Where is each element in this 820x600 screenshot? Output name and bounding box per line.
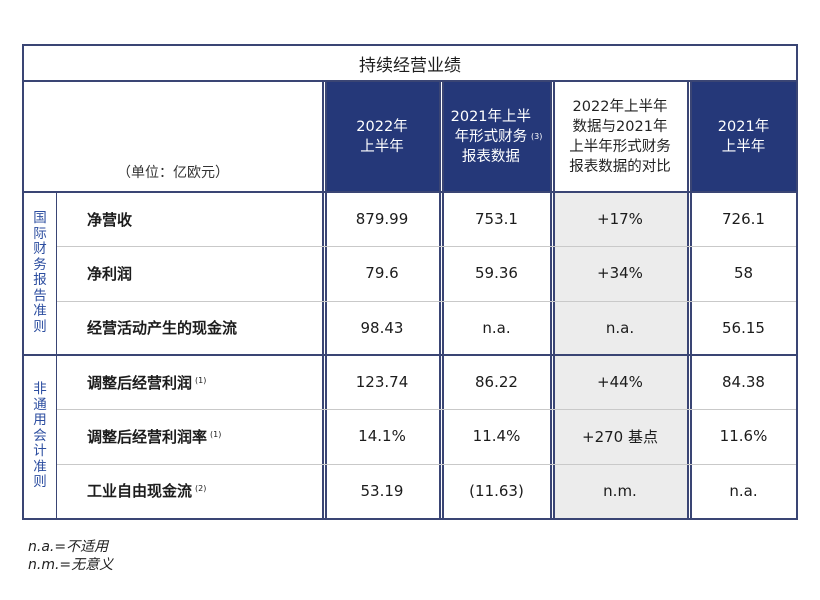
footnote-ref: (1) [210,429,222,439]
group-label: 国际财务报告准则 [24,192,57,355]
column-header: 2021年上半 年形式财务 报表数据 (3) [443,82,550,192]
footnote-ref: (1) [195,375,207,385]
table-cell: 726.1 [722,210,765,229]
column-header: 2022年 上半年 [325,82,439,192]
footnote-na: n.a.=不适用 [28,539,109,555]
row-divider [57,409,796,411]
row-label: 工业自由现金流 (2) [57,464,322,518]
row-label-text: 净利润 [87,264,133,283]
column-divider [687,82,689,518]
group-name: 非通用会计准则 [33,381,47,491]
table-cell: 58 [733,264,754,283]
column-divider [690,82,692,518]
column-divider [442,82,444,518]
table-cell: 14.1% [358,427,406,446]
unit-label: （单位：亿欧元） [117,165,229,181]
column-header-label: 2021年上半 年形式财务 报表数据 [450,109,532,165]
column-header: 2021年 上半年 [691,82,796,192]
column-header-label: 2022年 上半年 [356,119,408,155]
table-cell: +34% [597,264,643,283]
table-cell: 879.99 [355,210,409,229]
column-header: 2022年上半年 数据与2021年 上半年形式财务 报表数据的对比 [553,82,687,192]
table-cell: 56.15 [722,318,765,337]
group-label: 非通用会计准则 [24,354,57,518]
row-label-text: 调整后经营利润率 [87,427,208,446]
table-cell: 11.4% [472,427,521,446]
table-cell: 86.22 [475,373,518,392]
table-cell: +270 基点 [582,427,658,446]
table-cell: 753.1 [475,210,518,229]
table-cell: +17% [597,210,643,229]
table-cell: +44% [597,373,643,392]
table-cell: 84.38 [722,373,765,392]
row-label: 净营收 [57,192,322,246]
row-label-text: 工业自由现金流 [87,482,193,501]
row-label: 经营活动产生的现金流 [57,301,322,355]
column-divider [550,82,552,518]
table-cell: 79.6 [365,264,399,283]
table-cell: n.a. [605,318,635,337]
footnote-ref: (2) [195,484,207,494]
header-divider [24,191,796,193]
row-label-text: 净营收 [87,210,133,229]
row-label: 调整后经营利润 (1) [57,355,322,409]
table-title: 持续经营业绩 [24,46,796,82]
table-cell: 11.6% [719,427,768,446]
table-cell: n.m. [603,481,637,500]
column-header-label: 2022年上半年 数据与2021年 上半年形式财务 报表数据的对比 [569,99,671,175]
column-header-label: 2021年 上半年 [717,119,770,155]
group-name: 国际财务报告准则 [33,210,47,335]
footnote-ref: (3) [531,132,543,141]
row-divider [57,246,796,248]
row-label-text: 调整后经营利润 [87,373,193,392]
row-label-text: 经营活动产生的现金流 [87,319,238,338]
table-cell: n.a. [482,318,511,337]
table-cell: 123.74 [355,373,409,392]
footnotes: n.a.=不适用 n.m.=无意义 [28,538,113,574]
table-cell: n.a. [729,481,758,500]
column-divider [322,82,324,518]
column-divider [325,82,327,518]
table-cell: (11.63) [469,481,524,500]
column-divider [439,82,441,518]
table-cell: 98.43 [360,318,404,337]
table-cell: 59.36 [475,264,518,283]
row-label: 调整后经营利润率 (1) [57,409,322,463]
row-divider [57,300,796,302]
row-divider [57,463,796,465]
results-table: 持续经营业绩 （单位：亿欧元） 2022年 上半年 2021年上半 年形式财务 报… [22,44,798,520]
row-label: 净利润 [57,246,322,300]
column-divider [553,82,555,518]
group-divider [24,353,796,356]
footnote-nm: n.m.=无意义 [28,557,114,573]
table-cell: 53.19 [360,481,404,500]
